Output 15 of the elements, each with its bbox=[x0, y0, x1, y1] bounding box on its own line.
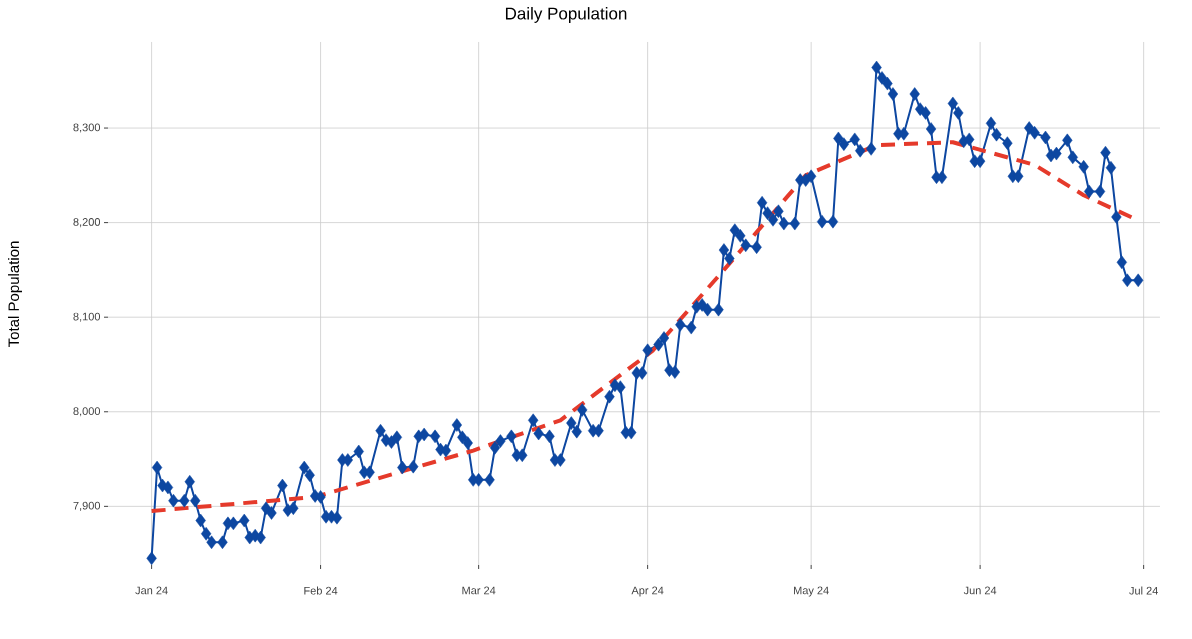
y-tick-label: 8,000 bbox=[73, 407, 101, 417]
x-tick-label: Mar 24 bbox=[462, 586, 496, 595]
x-tick-label: Feb 24 bbox=[304, 586, 338, 595]
y-tick-label: 7,900 bbox=[73, 501, 101, 511]
x-tick-label: Jul 24 bbox=[1129, 586, 1158, 595]
line-series bbox=[149, 140, 1135, 514]
x-tick-label: Apr 24 bbox=[631, 586, 664, 597]
y-tick-label: 8,300 bbox=[73, 123, 101, 133]
y-axis-title: Total Population bbox=[8, 241, 22, 348]
x-tick-label: Jan 24 bbox=[135, 586, 168, 595]
y-tick-label: 8,100 bbox=[73, 312, 101, 322]
y-tick-label: 8,200 bbox=[73, 218, 101, 228]
x-tick-label: Jun 24 bbox=[963, 586, 997, 595]
x-tick-label: May 24 bbox=[794, 586, 829, 597]
chart-title: Daily Population bbox=[505, 7, 627, 23]
